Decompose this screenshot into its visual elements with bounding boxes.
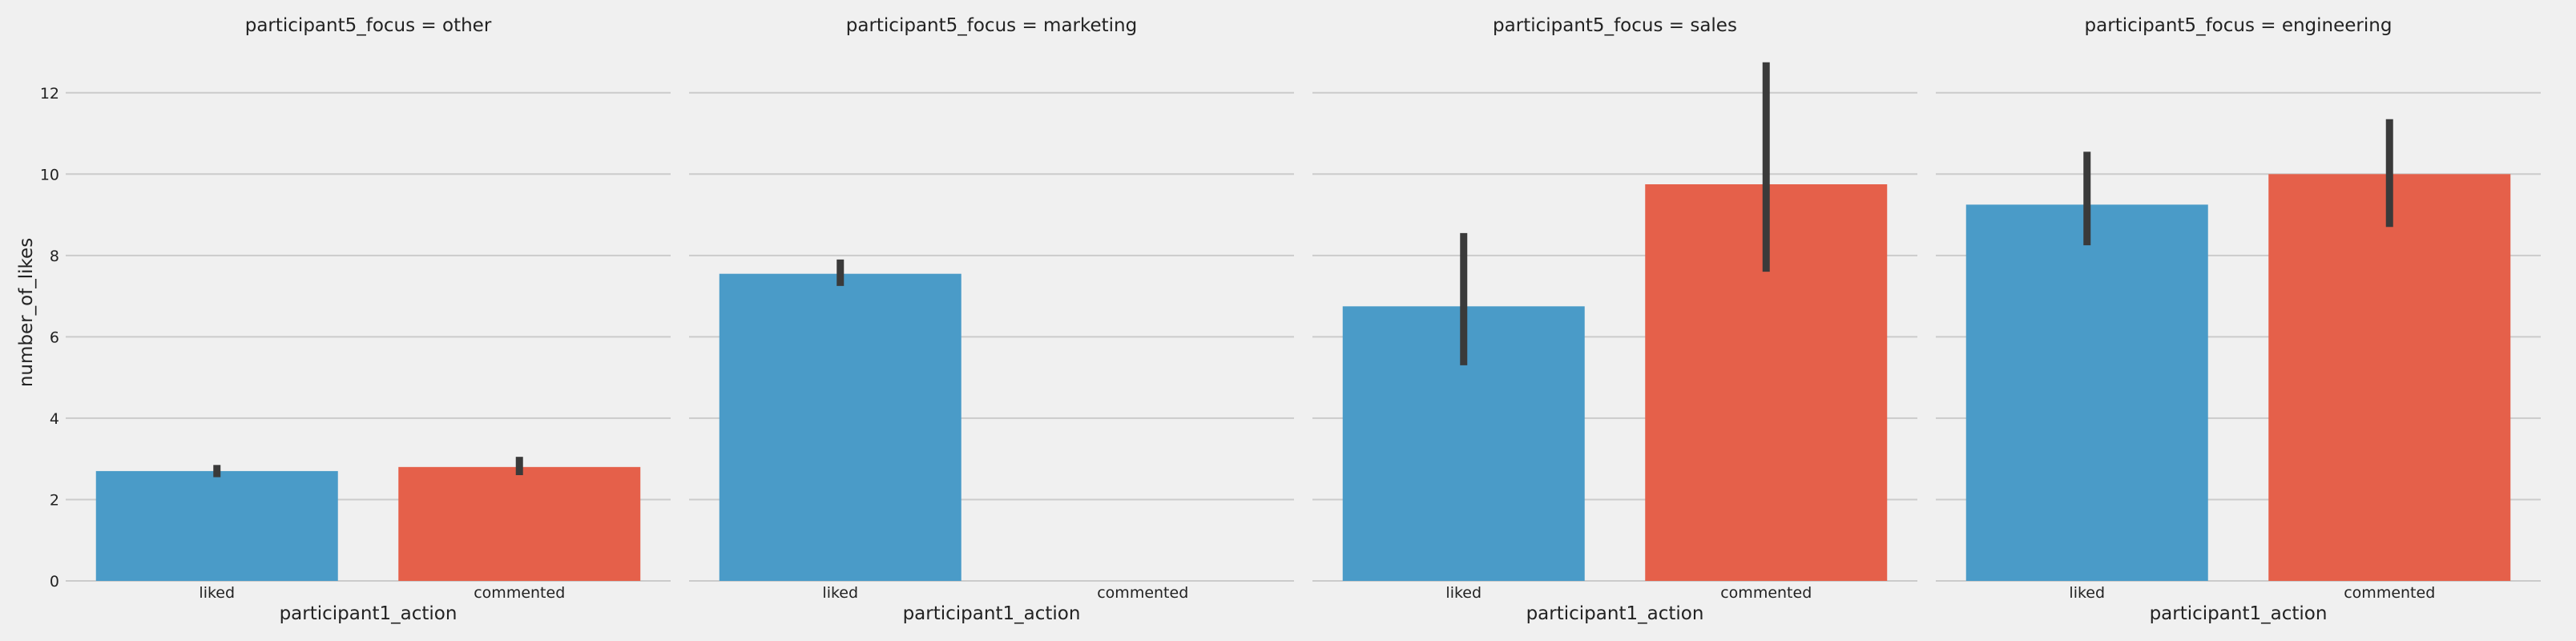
facets-group: participant5_focus = other 0 2 4 6 8 10 12 liked… <box>40 15 2541 624</box>
bar-commented <box>2268 174 2511 582</box>
y-tick-label: 6 <box>50 329 59 346</box>
x-axis-label: participant1_action <box>280 603 458 624</box>
bar-liked <box>719 273 961 581</box>
x-tick-label: commented <box>2344 584 2435 602</box>
facet-title: participant5_focus = sales <box>1493 15 1737 36</box>
y-axis-label: number_of_likes <box>16 238 37 387</box>
y-tick-label: 8 <box>50 248 59 265</box>
facet-panel-3: participant5_focus = engineering liked com… <box>1936 15 2541 624</box>
x-tick-label: commented <box>474 584 565 602</box>
bar-liked <box>95 470 338 581</box>
x-tick-label: liked <box>2069 584 2105 602</box>
x-tick-label: liked <box>199 584 235 602</box>
x-tick-label: commented <box>1097 584 1188 602</box>
x-axis-label: participant1_action <box>903 603 1081 624</box>
x-tick-label: commented <box>1720 584 1812 602</box>
facet-panel-1: participant5_focus = marketing liked comme… <box>689 15 1294 624</box>
y-tick-label: 2 <box>50 491 59 509</box>
y-tick-label: 12 <box>40 85 59 103</box>
facet-panel-0: participant5_focus = other 0 2 4 6 8 10 12 liked… <box>40 15 671 624</box>
facet-panel-2: participant5_focus = sales liked commented… <box>1312 15 1917 624</box>
x-tick-label: liked <box>1445 584 1482 602</box>
x-tick-label: liked <box>822 584 858 602</box>
y-tick-label: 4 <box>50 410 59 428</box>
bar-commented <box>398 466 641 581</box>
bar-liked <box>1965 204 2208 581</box>
x-axis-label: participant1_action <box>1526 603 1704 624</box>
x-axis-label: participant1_action <box>2150 603 2328 624</box>
y-tick-label: 0 <box>50 573 59 591</box>
facet-title: participant5_focus = marketing <box>846 15 1137 36</box>
facet-title: participant5_focus = other <box>245 15 492 36</box>
facet-title: participant5_focus = engineering <box>2085 15 2393 36</box>
y-tick-label: 10 <box>40 166 59 183</box>
